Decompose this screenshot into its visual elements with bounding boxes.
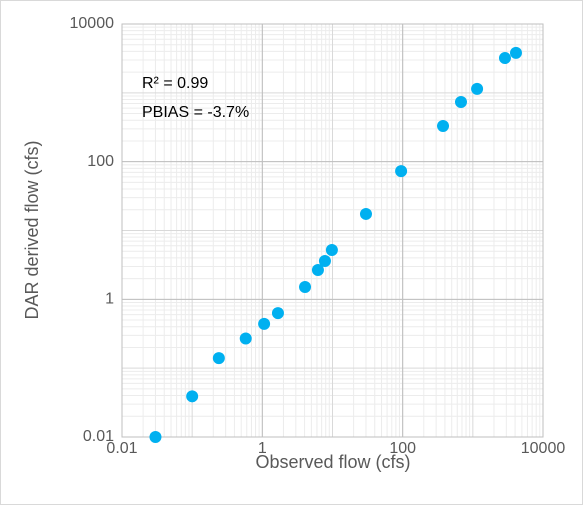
data-point — [271, 307, 284, 320]
x-tick-label: 100 — [389, 440, 416, 457]
data-point — [186, 390, 199, 403]
data-point — [212, 352, 225, 365]
x-tick-label: 0.01 — [106, 440, 137, 457]
y-tick-label: 1 — [105, 291, 114, 308]
data-point — [149, 431, 162, 443]
data-point — [395, 165, 408, 178]
data-point — [258, 317, 271, 330]
data-point — [454, 95, 467, 108]
annotation: PBIAS = -3.7% — [142, 104, 249, 121]
data-point — [359, 207, 372, 220]
y-axis-title: DAR derived flow (cfs) — [22, 140, 42, 319]
data-point — [318, 255, 331, 268]
data-point — [437, 119, 450, 132]
data-point — [239, 332, 252, 345]
data-point — [299, 281, 312, 294]
y-tick-label: 100 — [87, 153, 114, 170]
plot-border — [121, 23, 544, 438]
annotation: R² = 0.99 — [142, 75, 208, 92]
y-tick-label: 10000 — [70, 15, 115, 32]
x-tick-label: 10000 — [521, 440, 566, 457]
x-axis-title: Observed flow (cfs) — [255, 452, 410, 472]
data-point — [471, 82, 484, 95]
x-tick-label: 1 — [258, 440, 267, 457]
data-point — [325, 244, 338, 257]
data-point — [498, 52, 511, 65]
data-point — [311, 263, 324, 276]
data-point — [509, 46, 522, 59]
y-tick-label: 0.01 — [83, 428, 114, 445]
